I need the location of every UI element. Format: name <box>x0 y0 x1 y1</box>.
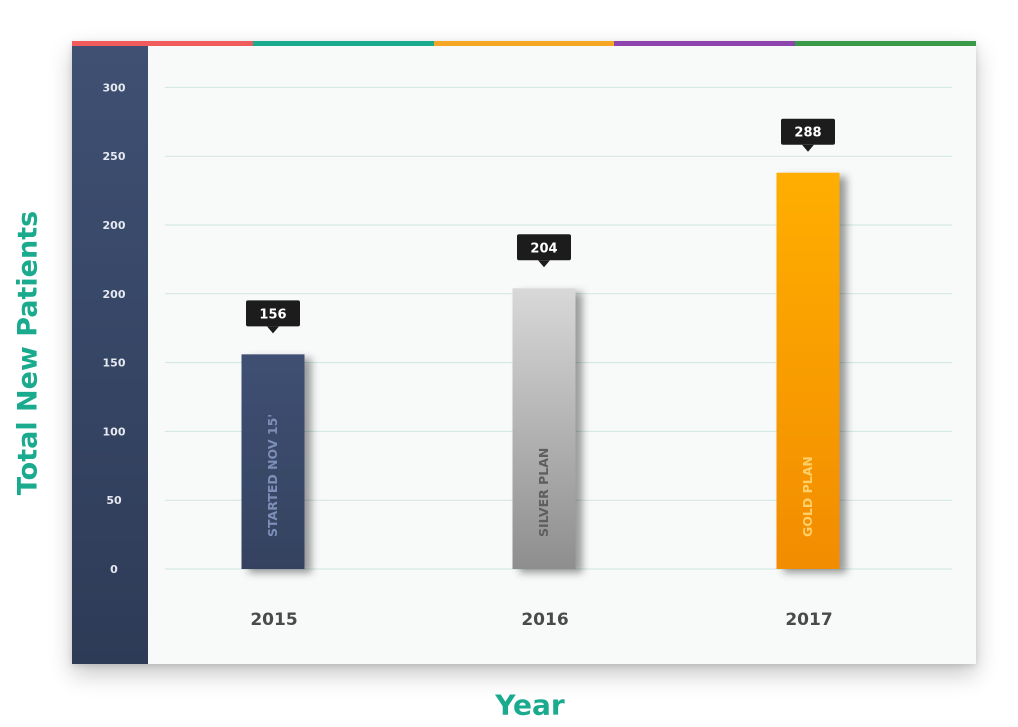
stripe-red <box>72 41 253 46</box>
stripe-purple <box>614 41 796 46</box>
stripe-green <box>795 41 976 46</box>
value-callout: 156 <box>246 300 300 334</box>
bars: STARTED NOV 15' SILVER PLAN GOLD PLAN <box>241 172 840 569</box>
bar-2015 <box>241 354 305 569</box>
data-label: 156 <box>259 307 286 322</box>
x-tick-label: 2016 <box>521 610 568 630</box>
value-callout: 204 <box>517 234 571 268</box>
stripe-orange <box>433 41 615 46</box>
bar-inner-label: SILVER PLAN <box>536 448 551 537</box>
y-axis-panel <box>72 46 148 664</box>
bar-2016 <box>512 288 576 569</box>
value-callout: 288 <box>781 118 835 152</box>
y-tick-label: 150 <box>103 357 126 370</box>
y-tick-label: 200 <box>103 288 126 301</box>
x-axis-title: Year <box>495 688 565 722</box>
y-axis-title: Total New Patients <box>12 210 44 496</box>
bar-2017 <box>776 172 840 569</box>
bar-inner-label: STARTED NOV 15' <box>265 414 280 537</box>
top-color-stripe <box>72 41 976 46</box>
y-tick-label: 200 <box>103 219 126 232</box>
y-tick-label: 100 <box>103 425 126 438</box>
y-tick-label: 300 <box>103 81 126 94</box>
y-tick-label: 250 <box>103 150 126 163</box>
data-label: 288 <box>794 126 821 141</box>
y-tick-labels: 0 50 100 150 200 200 250 300 <box>103 81 126 576</box>
x-tick-label: 2017 <box>785 610 832 630</box>
value-labels: 156 204 288 <box>246 118 835 334</box>
bar-inner-label: GOLD PLAN <box>800 456 815 537</box>
stripe-teal <box>252 41 434 46</box>
y-tick-label: 0 <box>110 563 118 576</box>
data-label: 204 <box>530 241 557 256</box>
x-tick-label: 2015 <box>250 610 297 630</box>
x-tick-labels: 2015 2016 2017 <box>250 610 832 630</box>
y-tick-label: 50 <box>106 494 122 507</box>
